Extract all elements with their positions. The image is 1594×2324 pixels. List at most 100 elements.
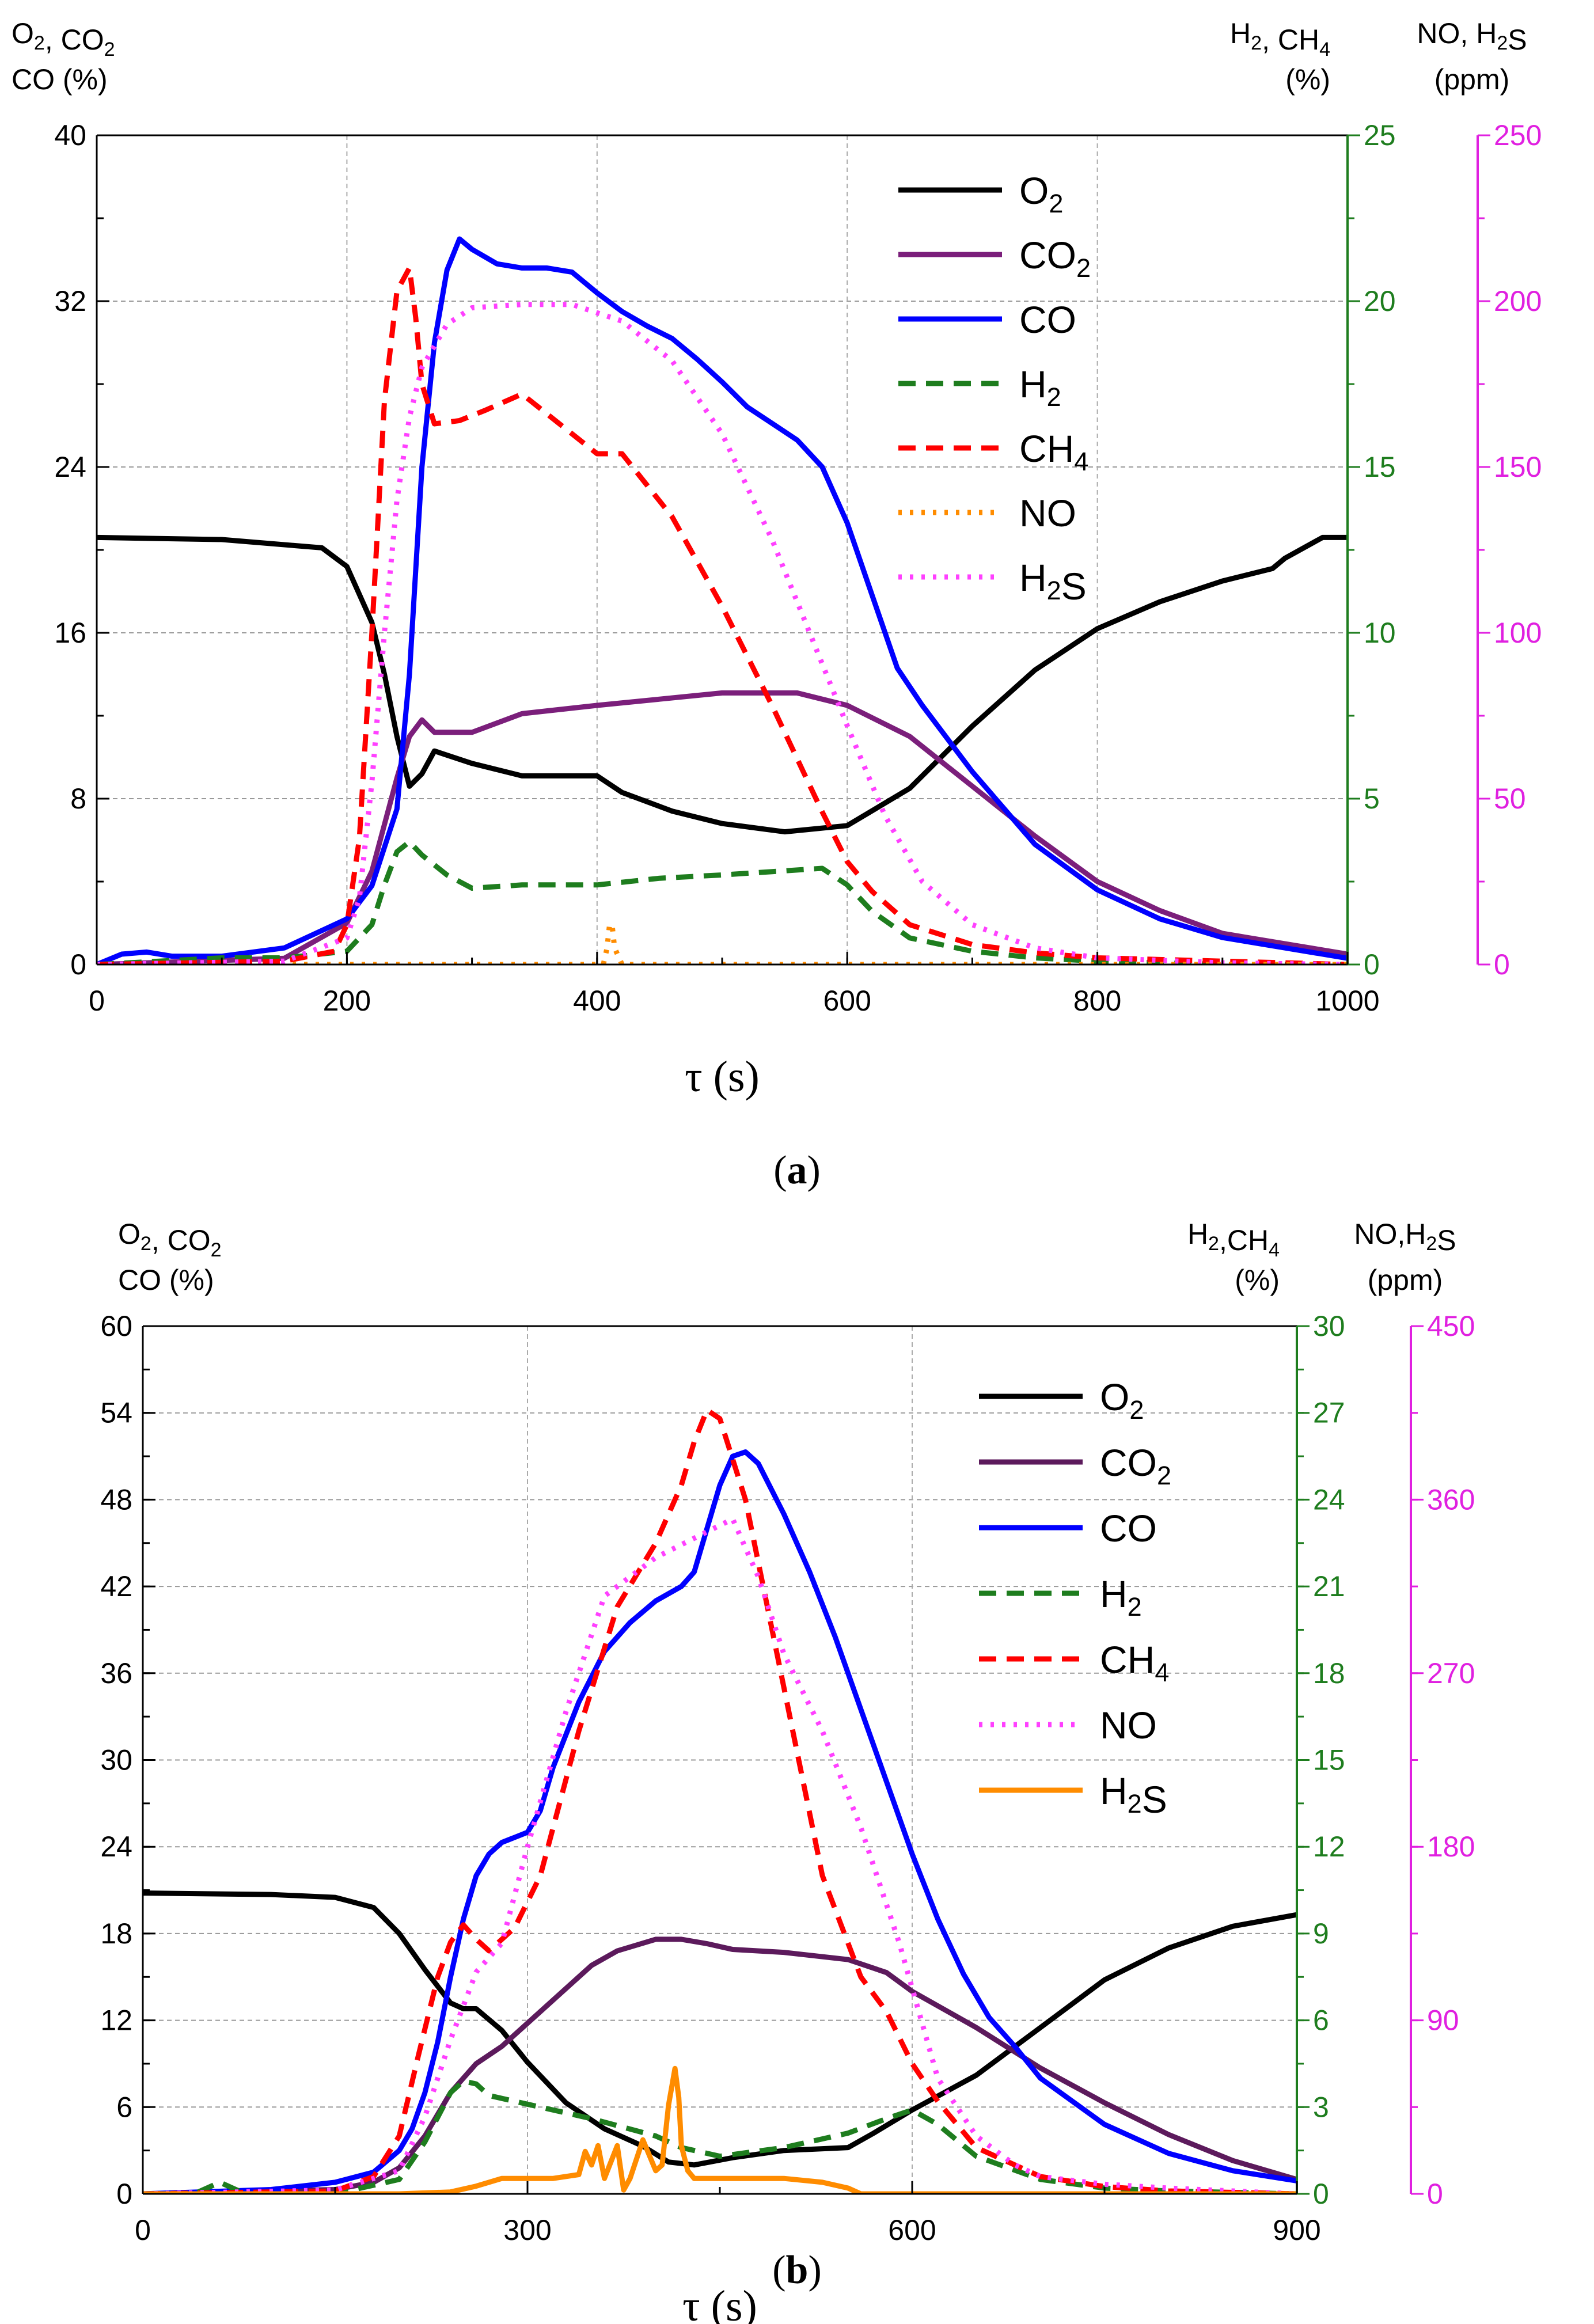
right1-tick-label: 10 (1364, 617, 1396, 649)
right2-axis-label: (ppm) (1368, 1264, 1443, 1296)
right1-tick-label: 15 (1364, 451, 1396, 483)
left-tick-label: 0 (116, 2178, 132, 2210)
left-tick-label: 24 (100, 1831, 132, 1863)
legend-a: O2 CO2 CO H2 CH4 NO H2S (898, 169, 1091, 607)
chart-panel-b: 0612182430364248546003691215182124273009… (100, 1218, 1475, 2324)
right1-tick-label: 5 (1364, 783, 1380, 815)
x-tick-label: 300 (503, 2214, 551, 2246)
right1-tick-label: 30 (1313, 1310, 1345, 1342)
series-line-co (143, 1449, 1297, 2194)
right1-tick-label: 18 (1313, 1657, 1345, 1689)
legend-label-ch4: CH4 (1100, 1638, 1169, 1687)
right1-tick-label: 20 (1364, 285, 1396, 317)
series-group-a (97, 236, 1348, 964)
x-tick-label: 900 (1273, 2214, 1320, 2246)
caption-a: (a) (773, 1148, 821, 1193)
left-tick-label: 8 (70, 783, 86, 815)
series-line-h2s (97, 302, 1348, 964)
legend-label-ch4: CH4 (1019, 427, 1088, 476)
right2-tick-label: 250 (1494, 119, 1542, 151)
right2-tick-label: 0 (1427, 2178, 1443, 2210)
legend-label-no: NO (1100, 1704, 1157, 1746)
series-line-co (97, 236, 1348, 964)
right2-axis-label: (ppm) (1434, 63, 1510, 96)
right1-tick-label: 27 (1313, 1397, 1345, 1429)
x-tick-label: 600 (823, 985, 871, 1017)
right1-tick-label: 9 (1313, 1917, 1329, 1950)
left-tick-label: 6 (116, 2091, 132, 2123)
series-line-h2 (97, 839, 1348, 964)
left-tick-label: 30 (100, 1744, 132, 1776)
right1-tick-label: 0 (1364, 948, 1380, 981)
right1-axis-label: H2, CH4 (1230, 17, 1330, 60)
left-tick-label: 24 (54, 451, 86, 483)
right1-tick-label: 25 (1364, 119, 1396, 151)
left-tick-label: 18 (100, 1917, 132, 1950)
right2-tick-label: 90 (1427, 2004, 1459, 2037)
left-tick-label: 32 (54, 285, 86, 317)
right2-tick-label: 270 (1427, 1657, 1475, 1689)
right2-tick-label: 360 (1427, 1483, 1475, 1516)
left-tick-label: 42 (100, 1570, 132, 1603)
right1-tick-label: 3 (1313, 2091, 1329, 2123)
x-tick-label: 600 (888, 2214, 936, 2246)
grid-a (97, 135, 1348, 964)
left-tick-label: 0 (70, 948, 86, 981)
left-tick-label: 40 (54, 119, 86, 151)
x-tick-label: 0 (135, 2214, 151, 2246)
legend-label-h2s: H2S (1100, 1769, 1167, 1821)
right2-tick-label: 50 (1494, 783, 1526, 815)
caption-b: (b) (772, 2248, 822, 2292)
right1-tick-label: 24 (1313, 1483, 1345, 1516)
series-line-h2s (143, 2065, 1297, 2194)
right2-tick-label: 180 (1427, 1831, 1475, 1863)
legend-label-o2: O2 (1019, 169, 1063, 218)
legend-label-co2: CO2 (1100, 1441, 1171, 1490)
right2-tick-label: 100 (1494, 617, 1542, 649)
x-tick-label: 200 (323, 985, 371, 1017)
x-tick-label: 800 (1073, 985, 1121, 1017)
x-tick-label: 0 (89, 985, 105, 1017)
series-line-co2 (97, 690, 1348, 964)
legend-label-co2: CO2 (1019, 234, 1091, 283)
x-tick-label: 1000 (1315, 985, 1379, 1017)
left-axis-label: O2, CO2 (118, 1218, 222, 1261)
left-tick-label: 60 (100, 1310, 132, 1342)
series-group-b (143, 1407, 1297, 2194)
right1-axis-label: (%) (1285, 63, 1330, 96)
right1-tick-label: 15 (1313, 1744, 1345, 1776)
series-line-no (97, 922, 1348, 964)
right2-axis-label: NO,H2S (1354, 1218, 1456, 1256)
legend-label-o2: O2 (1100, 1376, 1144, 1425)
right1-tick-label: 21 (1313, 1570, 1345, 1603)
legend-label-co: CO (1019, 298, 1076, 341)
legend-b: O2 CO2 CO H2 CH4 NO H2S (979, 1376, 1171, 1821)
right2-tick-label: 0 (1494, 948, 1510, 981)
right1-tick-label: 6 (1313, 2004, 1329, 2037)
series-line-no (143, 1516, 1297, 2194)
legend-label-no: NO (1019, 492, 1076, 534)
legend-label-h2s: H2S (1019, 556, 1087, 607)
left-tick-label: 48 (100, 1483, 132, 1516)
right2-tick-label: 150 (1494, 451, 1542, 483)
right1-axis-label: (%) (1235, 1264, 1280, 1296)
series-line-ch4 (97, 265, 1348, 964)
right1-tick-label: 12 (1313, 1831, 1345, 1863)
x-axis-label: τ (s) (685, 1053, 760, 1101)
left-tick-label: 16 (54, 617, 86, 649)
left-tick-label: 36 (100, 1657, 132, 1689)
left-axis-label: O2, CO2 (12, 17, 115, 60)
x-tick-label: 400 (573, 985, 621, 1017)
legend-label-co: CO (1100, 1507, 1157, 1550)
left-axis-label: CO (%) (12, 63, 108, 96)
grid-b (143, 1326, 1297, 2194)
left-axis-label: CO (%) (118, 1264, 214, 1296)
right2-tick-label: 200 (1494, 285, 1542, 317)
left-tick-label: 12 (100, 2004, 132, 2037)
right2-axis-label: NO, H2S (1417, 17, 1527, 56)
right1-tick-label: 0 (1313, 2178, 1329, 2210)
right2-tick-label: 450 (1427, 1310, 1475, 1342)
legend-label-h2: H2 (1019, 363, 1061, 412)
